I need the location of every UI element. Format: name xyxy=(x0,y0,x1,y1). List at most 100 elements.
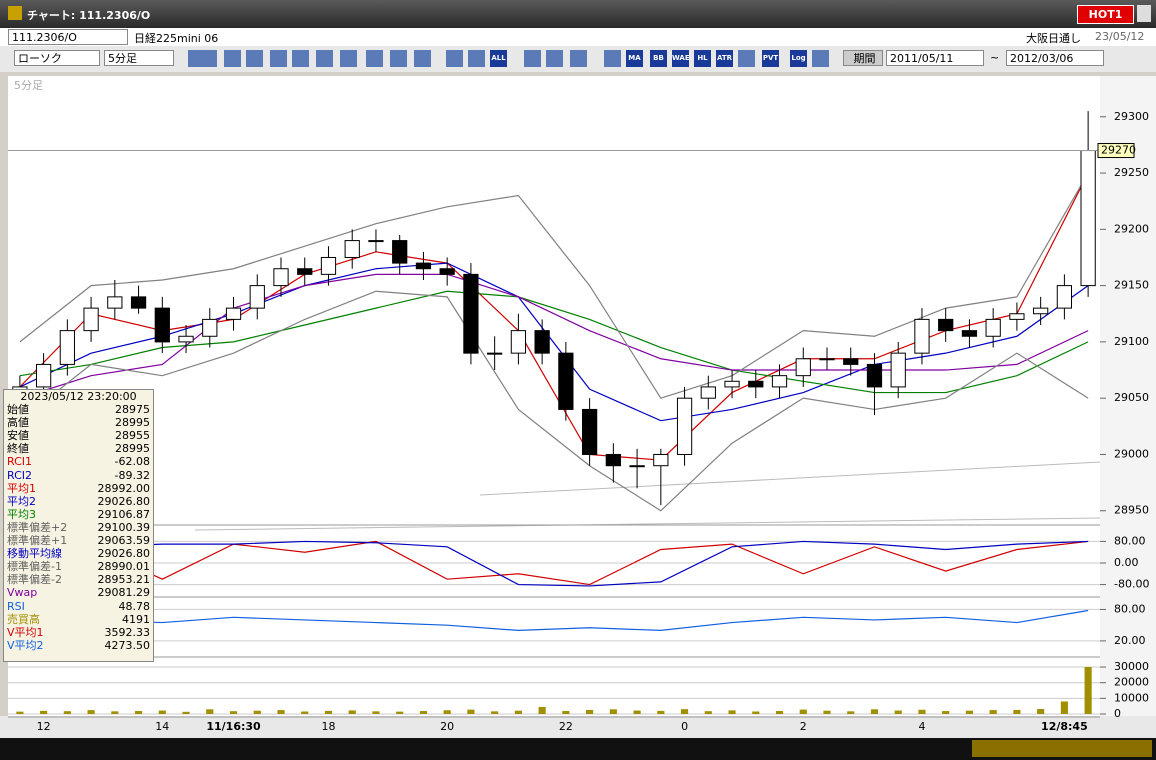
volume-bar xyxy=(372,711,380,714)
volume-bar xyxy=(158,710,166,714)
volume-bar xyxy=(443,710,451,714)
tool-icon[interactable]: MA xyxy=(626,50,643,67)
tool-icon[interactable]: PVT xyxy=(762,50,779,67)
tool-icon xyxy=(738,50,755,67)
candle-body xyxy=(961,330,978,337)
info-row: 平均2 29026.80 xyxy=(4,495,153,508)
info-label: 高値 xyxy=(7,416,29,430)
volume-bar xyxy=(894,710,902,714)
volume-bar xyxy=(586,709,594,714)
chart-style-select[interactable]: ローソク xyxy=(14,50,100,66)
y-tick-label: 20.00 xyxy=(1114,634,1146,647)
tool-icon[interactable]: WAE xyxy=(672,50,690,67)
from-date[interactable]: 2011/05/11 xyxy=(886,50,984,66)
tool-icon xyxy=(414,50,431,67)
info-value: -89.32 xyxy=(114,468,150,482)
info-row: 標準偏差-1 28990.01 xyxy=(4,560,153,573)
tool-icon[interactable]: ATR xyxy=(716,50,733,67)
y-tick-label: 29050 xyxy=(1114,391,1149,404)
candle-body xyxy=(487,352,503,355)
volume-bar xyxy=(348,710,356,714)
volume-bar xyxy=(657,710,665,714)
info-label: 標準偏差+2 xyxy=(7,520,68,534)
candle-body xyxy=(581,408,598,455)
y-tick-label: 29000 xyxy=(1114,447,1149,460)
title-bar: チャート: 111.2306/O HOT1 xyxy=(0,0,1156,28)
candle-body xyxy=(249,285,265,309)
candle-body xyxy=(985,318,1001,337)
indicator-line xyxy=(19,609,1089,632)
period-button[interactable]: 期間 xyxy=(843,50,883,66)
y-tick-label: 29150 xyxy=(1114,279,1149,292)
indicator-line xyxy=(19,290,1089,394)
info-row: 平均1 28992.00 xyxy=(4,482,153,495)
x-tick-label: 2 xyxy=(800,720,807,733)
candle-body xyxy=(605,453,621,467)
scroll-thumb[interactable] xyxy=(972,740,1152,757)
x-tick-label: 4 xyxy=(918,720,925,733)
symbol-input[interactable]: 111.2306/O xyxy=(8,29,128,45)
indicator-line xyxy=(19,273,1089,399)
info-value: 48.78 xyxy=(118,599,151,613)
volume-bar xyxy=(111,711,119,714)
y-tick-label: 0.00 xyxy=(1114,556,1139,569)
info-row: V平均1 3592.33 xyxy=(4,626,153,639)
y-tick-label: -80.00 xyxy=(1114,578,1149,591)
candle-body xyxy=(178,335,194,343)
candle-body xyxy=(510,330,527,354)
candle-body xyxy=(392,240,408,264)
candle-body xyxy=(320,256,337,275)
hot-badge[interactable]: HOT1 xyxy=(1077,5,1134,24)
interval-select[interactable]: 5分足 xyxy=(104,50,174,66)
tool-icon xyxy=(246,50,263,67)
candle-body xyxy=(1009,313,1025,320)
interval-label: 5分足 xyxy=(14,79,43,92)
volume-bar xyxy=(870,709,879,714)
close-button[interactable] xyxy=(1137,5,1151,22)
candle-body xyxy=(534,330,550,354)
info-label: 安値 xyxy=(7,429,29,443)
info-label: 平均2 xyxy=(7,494,36,508)
x-tick-label: 12/8:45 xyxy=(1041,720,1088,733)
volume-bar xyxy=(277,710,285,714)
volume-bar xyxy=(182,711,190,714)
to-date[interactable]: 2012/03/06 xyxy=(1006,50,1104,66)
candle-body xyxy=(202,318,218,337)
volume-bar xyxy=(514,710,522,714)
tool-icon[interactable]: HL xyxy=(694,50,711,67)
tool-icon[interactable]: Log xyxy=(790,50,807,67)
volume-bar xyxy=(847,711,855,714)
x-tick-label: 20 xyxy=(440,720,454,733)
volume-bar xyxy=(538,706,546,714)
window-title: チャート: 111.2306/O xyxy=(27,9,151,22)
candle-body xyxy=(771,375,788,388)
candle-body xyxy=(59,330,75,365)
info-value: -62.08 xyxy=(114,455,150,469)
x-axis-background xyxy=(0,716,1156,738)
candle-body xyxy=(154,307,170,343)
candle-body xyxy=(463,273,479,354)
volume-bar xyxy=(63,711,71,714)
info-value: 4191 xyxy=(122,612,150,626)
candle-body xyxy=(748,380,764,388)
y-tick-label: 29300 xyxy=(1114,110,1149,123)
scroll-bar[interactable] xyxy=(0,738,1156,760)
indicator-line xyxy=(19,540,1089,586)
tool-icon xyxy=(468,50,485,67)
info-label: 標準偏差-1 xyxy=(7,560,62,574)
volume-bar xyxy=(704,711,712,714)
volume-bar xyxy=(87,710,95,714)
candle-body xyxy=(1033,307,1049,315)
info-value: 28992.00 xyxy=(97,481,151,495)
indicator-line xyxy=(19,262,1089,422)
tool-icon[interactable]: ALL xyxy=(490,50,507,67)
indicator-line xyxy=(19,172,1089,399)
volume-bar xyxy=(965,710,973,714)
candle-body xyxy=(273,268,289,287)
tool-icon[interactable]: BB xyxy=(650,50,667,67)
volume-bar xyxy=(728,710,736,714)
info-value: 4273.50 xyxy=(104,638,151,652)
volume-bar xyxy=(324,710,333,714)
trend-line xyxy=(194,517,1101,531)
